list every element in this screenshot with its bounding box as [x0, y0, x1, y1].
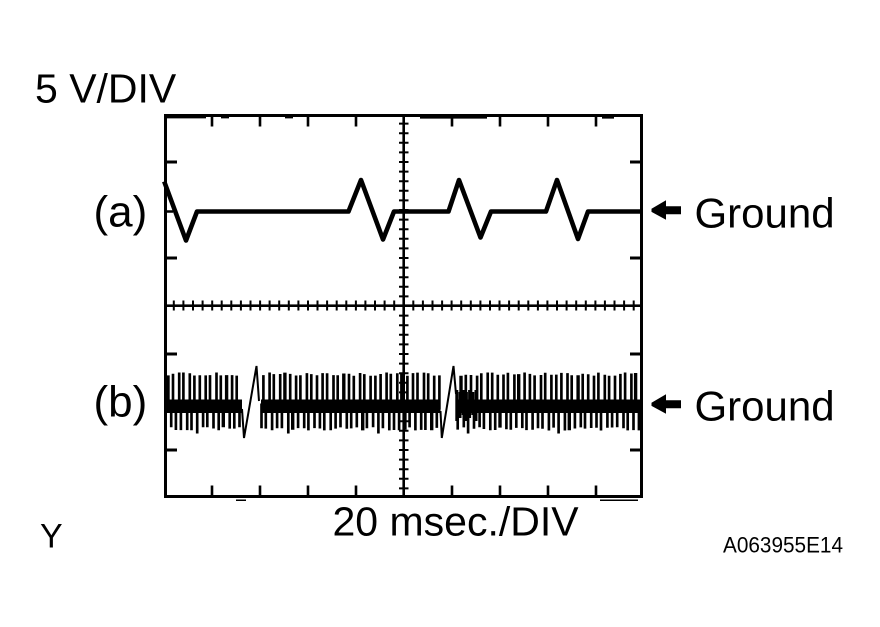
svg-text:5 V/DIV: 5 V/DIV: [35, 66, 177, 112]
svg-text:Ground: Ground: [695, 383, 835, 430]
svg-text:Ground: Ground: [695, 190, 835, 237]
svg-text:20 msec./DIV: 20 msec./DIV: [333, 499, 580, 545]
svg-text:(b): (b): [94, 377, 148, 426]
svg-text:A063955E14: A063955E14: [723, 533, 843, 558]
svg-text:Y: Y: [40, 518, 63, 556]
svg-text:(a): (a): [94, 187, 148, 236]
